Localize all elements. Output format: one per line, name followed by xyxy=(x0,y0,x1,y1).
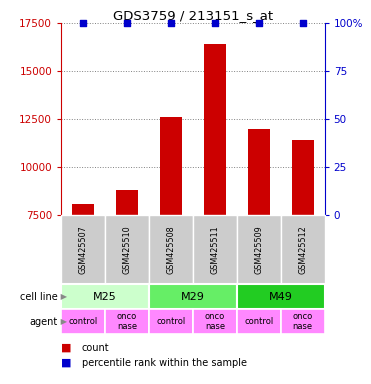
Text: GSM425511: GSM425511 xyxy=(210,225,219,274)
Text: GSM425507: GSM425507 xyxy=(79,225,88,274)
Text: onco
nase: onco nase xyxy=(117,312,137,331)
Bar xyxy=(237,215,281,284)
Bar xyxy=(281,309,325,334)
Point xyxy=(256,20,262,26)
Text: GSM425509: GSM425509 xyxy=(254,225,263,274)
Bar xyxy=(237,309,281,334)
Bar xyxy=(204,44,226,215)
Bar xyxy=(149,309,193,334)
Text: count: count xyxy=(82,343,109,353)
Text: control: control xyxy=(156,317,186,326)
Text: M29: M29 xyxy=(181,291,205,302)
Point xyxy=(80,20,86,26)
Bar xyxy=(61,215,105,284)
Text: GSM425512: GSM425512 xyxy=(298,225,307,274)
Text: ■: ■ xyxy=(61,358,72,368)
Text: M49: M49 xyxy=(269,291,293,302)
Bar xyxy=(160,117,182,215)
Text: ▶: ▶ xyxy=(58,292,67,301)
Text: agent: agent xyxy=(29,316,58,327)
Text: onco
nase: onco nase xyxy=(293,312,313,331)
Text: onco
nase: onco nase xyxy=(205,312,225,331)
Text: ■: ■ xyxy=(61,343,72,353)
Bar xyxy=(281,215,325,284)
Bar xyxy=(105,215,149,284)
Bar xyxy=(193,215,237,284)
Bar xyxy=(193,309,237,334)
Text: GSM425508: GSM425508 xyxy=(167,225,175,274)
Text: control: control xyxy=(69,317,98,326)
Point xyxy=(168,20,174,26)
Bar xyxy=(61,309,105,334)
Point xyxy=(212,20,218,26)
Text: ▶: ▶ xyxy=(58,317,67,326)
Bar xyxy=(248,129,270,215)
Text: GSM425510: GSM425510 xyxy=(122,225,132,274)
Bar xyxy=(105,309,149,334)
Bar xyxy=(149,284,237,309)
Point xyxy=(300,20,306,26)
Bar xyxy=(149,215,193,284)
Point xyxy=(124,20,130,26)
Text: M25: M25 xyxy=(93,291,117,302)
Title: GDS3759 / 213151_s_at: GDS3759 / 213151_s_at xyxy=(113,9,273,22)
Bar xyxy=(237,284,325,309)
Bar xyxy=(116,190,138,215)
Bar xyxy=(72,204,94,215)
Text: control: control xyxy=(244,317,273,326)
Text: percentile rank within the sample: percentile rank within the sample xyxy=(82,358,247,368)
Text: cell line: cell line xyxy=(20,291,58,302)
Bar xyxy=(61,284,149,309)
Bar xyxy=(292,140,313,215)
